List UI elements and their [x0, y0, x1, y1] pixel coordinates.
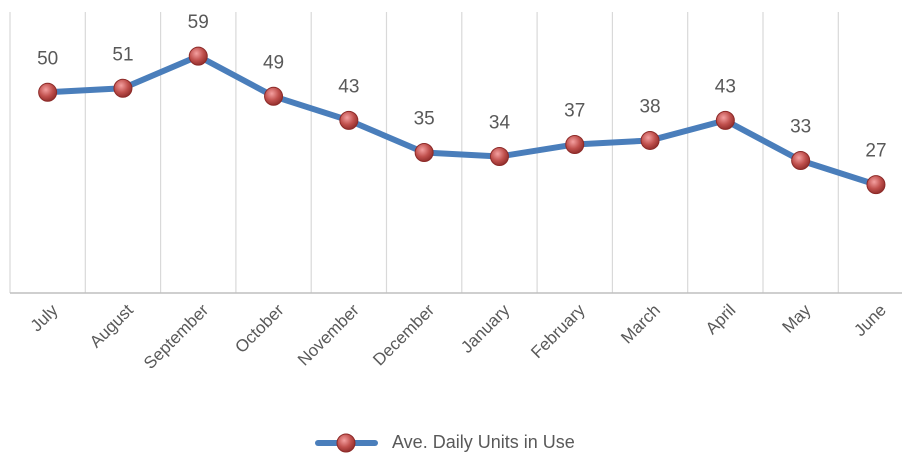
series-line	[44, 53, 879, 188]
x-tick-label: May	[778, 300, 814, 336]
x-tick-label: April	[702, 301, 739, 338]
x-tick-label: January	[457, 300, 514, 357]
marker	[264, 86, 284, 106]
data-label: 43	[338, 76, 359, 97]
marker	[640, 130, 660, 150]
data-label: 27	[865, 141, 886, 162]
data-label: 49	[263, 52, 284, 73]
data-label: 37	[564, 100, 585, 121]
data-label: 50	[37, 48, 58, 69]
data-label: 43	[715, 76, 736, 97]
data-label: 34	[489, 113, 511, 134]
x-tick-label: November	[294, 300, 363, 369]
legend-label: Ave. Daily Units in Use	[392, 432, 575, 452]
marker	[715, 110, 735, 130]
x-tick-label: October	[231, 300, 287, 356]
marker	[339, 110, 359, 130]
x-tick-label: February	[527, 300, 589, 362]
marker	[866, 175, 886, 195]
marker	[188, 46, 208, 66]
data-label: 33	[790, 117, 811, 138]
data-label: 51	[112, 44, 133, 65]
marker	[791, 151, 811, 171]
x-tick-label: December	[369, 300, 438, 369]
x-tick-label: July	[27, 300, 62, 335]
x-tick-label: June	[850, 301, 890, 341]
marker	[489, 147, 509, 167]
data-label: 35	[414, 109, 435, 130]
x-tick-label: September	[140, 300, 212, 372]
data-label: 38	[639, 96, 660, 117]
x-tick-label: August	[86, 300, 137, 351]
marker	[113, 78, 133, 98]
legend-marker	[336, 433, 356, 453]
marker	[38, 82, 58, 102]
marker	[414, 143, 434, 162]
data-label: 59	[188, 12, 209, 33]
x-tick-label: March	[617, 301, 664, 348]
marker	[565, 134, 585, 154]
